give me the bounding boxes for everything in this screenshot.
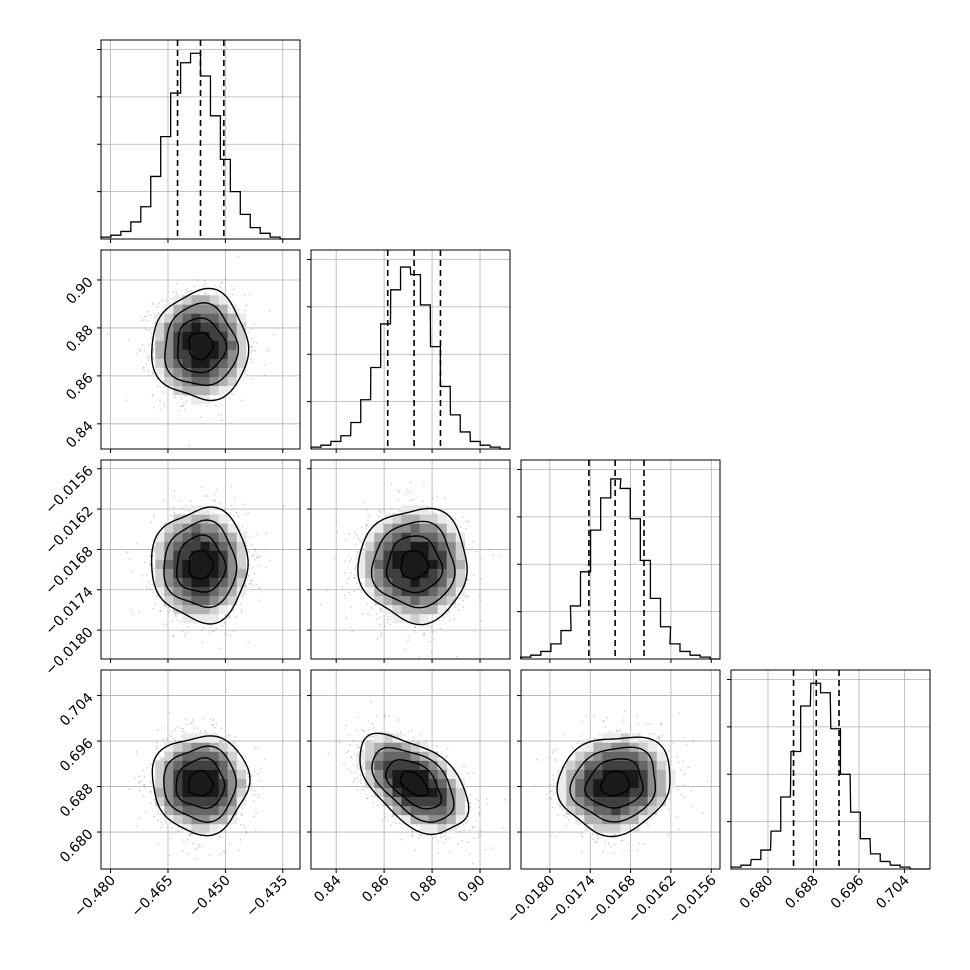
y-tick-label: 0.704: [57, 690, 97, 730]
x-tick-label: −0.435: [243, 873, 291, 921]
contour-line-1: [399, 770, 430, 797]
histogram-panel-4: [727, 669, 931, 873]
panel-frame: [520, 459, 721, 660]
contour-line-2: [175, 534, 227, 593]
x-tick-label: 0.84: [311, 872, 344, 905]
histogram-step-line: [100, 52, 300, 240]
histogram-panel-1: [97, 39, 301, 243]
contour-line-1: [188, 332, 215, 361]
contour-line-1: [187, 770, 214, 797]
panel-frame: [520, 669, 721, 870]
contour-line-1: [400, 550, 430, 580]
y-tick-label: 0.688: [57, 781, 97, 821]
contour-line-1: [599, 770, 631, 797]
histogram-step-line: [310, 266, 510, 450]
x-tick-label: 0.88: [407, 873, 440, 906]
panel-frame: [100, 669, 301, 870]
density-bins: [155, 733, 247, 834]
panel-frame: [310, 669, 511, 870]
panel-frame: [100, 249, 301, 450]
x-tick-label: −0.465: [129, 873, 177, 921]
contour-line-3: [163, 745, 237, 823]
x-tick-label: 0.696: [828, 872, 868, 912]
density-panel-3-1: [97, 459, 301, 663]
x-tick-label: −0.450: [186, 873, 234, 921]
density-panel-4-3: [517, 669, 721, 873]
y-tick-label: 0.680: [57, 826, 97, 866]
contour-line-4: [357, 507, 468, 626]
x-tick-label: 0.86: [359, 872, 392, 905]
density-panel-4-1: [97, 669, 301, 873]
panel-background: [521, 460, 720, 659]
y-tick-label: 0.696: [57, 735, 97, 775]
contour-line-3: [569, 746, 657, 823]
panel-frame: [730, 669, 931, 870]
density-bins: [356, 505, 466, 624]
y-tick-label: 0.86: [63, 370, 96, 403]
contour-line-4: [556, 736, 671, 838]
contour-line-2: [384, 758, 442, 810]
contour-line-3: [164, 302, 240, 387]
x-tick-label: 0.90: [455, 873, 488, 906]
contour-line-4: [359, 732, 470, 836]
histogram-panel-3: [517, 459, 721, 663]
contour-line-2: [584, 758, 644, 809]
contour-line-2: [177, 317, 228, 374]
contour-line-3: [163, 519, 238, 609]
density-bins: [356, 733, 466, 834]
contour-line-4: [150, 287, 250, 402]
y-tick-label: 0.88: [63, 322, 96, 355]
panel-frame: [310, 249, 511, 450]
histogram-step-line: [730, 682, 930, 870]
panel-background: [311, 250, 510, 449]
contour-line-3: [371, 746, 455, 823]
panel-frame: [310, 459, 511, 660]
contour-line-2: [385, 535, 444, 594]
density-panel-4-2: [307, 669, 511, 873]
contour-line-4: [151, 735, 251, 837]
x-tick-label: 0.704: [873, 872, 913, 912]
x-tick-label: 0.688: [782, 873, 822, 913]
x-tick-label: −0.480: [71, 873, 119, 921]
y-tick-label: 0.90: [63, 274, 96, 307]
contour-line-4: [150, 506, 249, 625]
contour-line-2: [175, 757, 226, 810]
histogram-panel-2: [307, 249, 511, 453]
histogram-step-line: [520, 478, 721, 660]
density-panel-2-1: [97, 249, 301, 453]
contour-line-1: [188, 549, 215, 580]
panel-frame: [100, 459, 301, 660]
contour-line-3: [370, 520, 456, 609]
density-panel-3-2: [307, 459, 511, 663]
y-tick-label: 0.84: [63, 418, 96, 451]
panel-frame: [100, 39, 301, 240]
x-tick-label: 0.680: [737, 873, 777, 913]
density-bins: [155, 505, 247, 624]
density-bins: [557, 733, 676, 834]
